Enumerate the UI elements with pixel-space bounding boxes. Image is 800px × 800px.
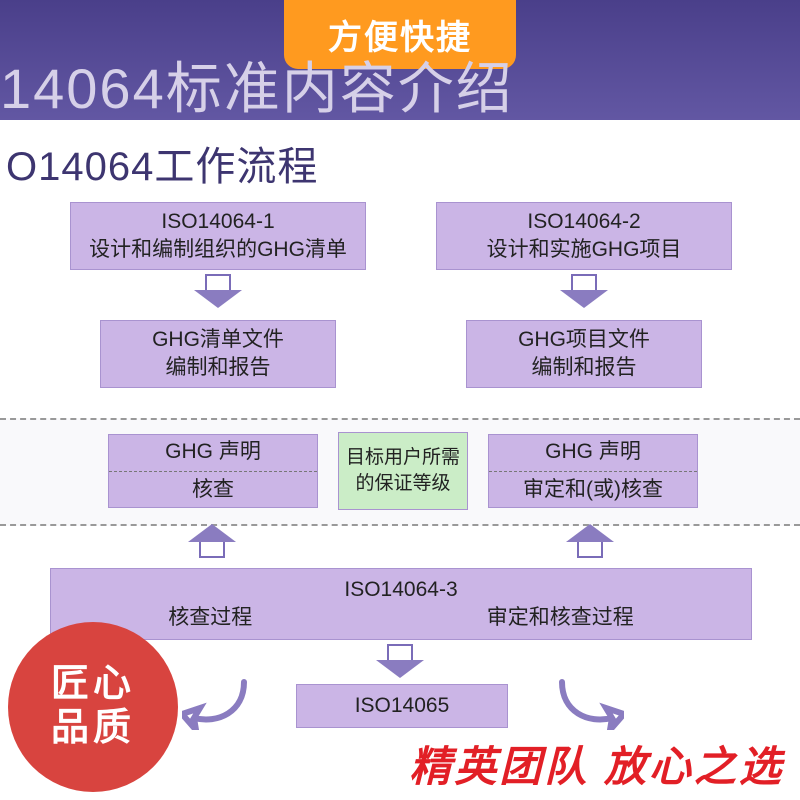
node-text: ISO14065 — [355, 692, 450, 720]
node-text: GHG项目文件 — [518, 326, 650, 354]
divider — [489, 471, 697, 472]
node-text: ISO14064-1 — [161, 208, 274, 236]
arrow-up-icon — [184, 518, 240, 558]
flow-node: ISO14065 — [296, 684, 508, 728]
node-text: 编制和报告 — [532, 354, 637, 382]
canvas: 方便快捷 14064标准内容介绍 O14064工作流程 ISO14064-1设计… — [0, 0, 800, 800]
node-text: GHG清单文件 — [152, 326, 284, 354]
flow-node: ISO14064-1设计和编制组织的GHG清单 — [70, 202, 366, 270]
node-text: 的保证等级 — [355, 471, 450, 497]
seal-line2: 品质 — [51, 707, 135, 751]
flow-node: GHG 声明核查 — [108, 434, 318, 508]
node-text: 编制和报告 — [166, 354, 271, 382]
arrow-down-icon — [556, 274, 612, 314]
curve-arrow-icon — [182, 674, 252, 730]
banner-title: 14064标准内容介绍 — [0, 44, 514, 125]
node-text: ISO14064-2 — [527, 208, 640, 236]
subtitle: O14064工作流程 — [6, 134, 318, 192]
divider — [109, 471, 317, 472]
seal-line1: 匠心 — [51, 663, 135, 707]
flow-node: GHG项目文件编制和报告 — [466, 320, 702, 388]
node-text: 设计和编制组织的GHG清单 — [89, 236, 347, 264]
seal-badge: 匠心 品质 — [8, 622, 178, 792]
node-text: GHG 声明 — [165, 438, 261, 466]
arrow-down-icon — [372, 644, 428, 684]
node-text: 核查 — [192, 476, 234, 504]
node-text: 目标用户所需 — [346, 445, 460, 471]
arrow-up-icon — [562, 518, 618, 558]
flow-node: GHG清单文件编制和报告 — [100, 320, 336, 388]
node-text: 设计和实施GHG项目 — [487, 236, 682, 264]
node-text: 审定和(或)核查 — [523, 476, 663, 504]
curve-arrow-icon — [554, 674, 624, 730]
flow-node: ISO14064-2设计和实施GHG项目 — [436, 202, 732, 270]
node-title: ISO14064-3 — [344, 576, 457, 604]
bottom-slogan: 精英团队 放心之选 — [409, 733, 784, 794]
flow-node: GHG 声明审定和(或)核查 — [488, 434, 698, 508]
node-text: GHG 声明 — [545, 438, 641, 466]
node-text: 审定和核查过程 — [487, 604, 634, 632]
arrow-down-icon — [190, 274, 246, 314]
node-text: 核查过程 — [168, 604, 252, 632]
flow-node: ISO14064-3 核查过程 审定和核查过程 — [50, 568, 752, 640]
flow-node: 目标用户所需的保证等级 — [338, 432, 468, 510]
